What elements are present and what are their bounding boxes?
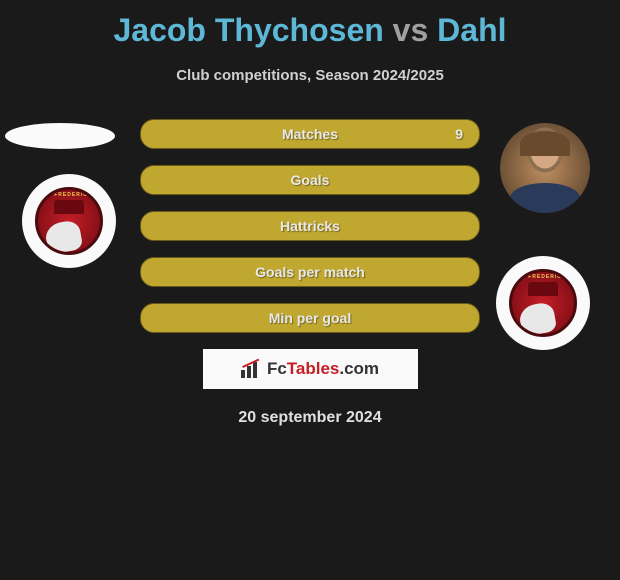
stat-bar-hattricks: Hattricks xyxy=(140,211,480,241)
stat-label: Goals xyxy=(291,172,330,188)
player1-name: Jacob Thychosen xyxy=(113,12,383,48)
brand-suffix: .com xyxy=(339,359,379,378)
stat-bar-goals: Goals xyxy=(140,165,480,195)
player1-club-badge: FC FREDERICIA xyxy=(22,174,116,268)
vs-text: vs xyxy=(393,12,429,48)
player2-name: Dahl xyxy=(437,12,506,48)
stat-value-right: 9 xyxy=(455,126,463,142)
watermark-box: FcTables.com xyxy=(203,349,418,389)
club-name-text: FC FREDERICIA xyxy=(512,274,574,280)
stat-bar-matches: Matches 9 xyxy=(140,119,480,149)
player2-photo xyxy=(500,123,590,213)
competition-subtitle: Club competitions, Season 2024/2025 xyxy=(0,67,620,84)
comparison-title: Jacob Thychosen vs Dahl xyxy=(0,0,620,49)
club-crest-icon: FC FREDERICIA xyxy=(509,269,577,337)
player2-club-badge: FC FREDERICIA xyxy=(496,256,590,350)
player1-photo-placeholder xyxy=(5,123,115,149)
watermark-brand: FcTables.com xyxy=(267,359,379,379)
stat-bar-min-per-goal: Min per goal xyxy=(140,303,480,333)
stat-label: Min per goal xyxy=(269,310,351,326)
chart-icon xyxy=(241,360,263,378)
date-text: 20 september 2024 xyxy=(0,409,620,427)
stat-label: Matches xyxy=(282,126,338,142)
stat-label: Goals per match xyxy=(255,264,365,280)
brand-tables: Tables xyxy=(287,359,340,378)
stat-label: Hattricks xyxy=(280,218,340,234)
club-name-text: FC FREDERICIA xyxy=(38,192,100,198)
club-crest-icon: FC FREDERICIA xyxy=(35,187,103,255)
stat-bar-goals-per-match: Goals per match xyxy=(140,257,480,287)
brand-fc: Fc xyxy=(267,359,287,378)
